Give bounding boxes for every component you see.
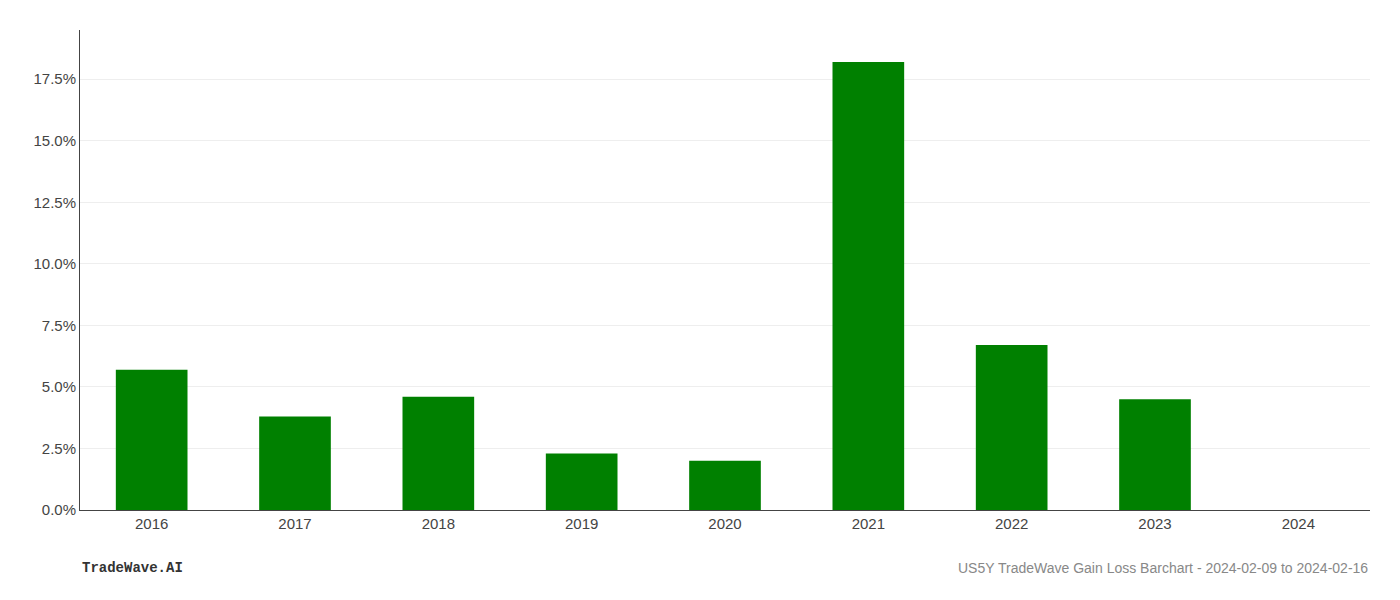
svg-text:2016: 2016 xyxy=(135,515,168,532)
svg-text:15.0%: 15.0% xyxy=(33,132,76,149)
svg-text:17.5%: 17.5% xyxy=(33,70,76,87)
svg-text:2021: 2021 xyxy=(852,515,885,532)
svg-text:2020: 2020 xyxy=(708,515,741,532)
svg-text:TradeWave.AI: TradeWave.AI xyxy=(82,560,183,576)
svg-text:0.0%: 0.0% xyxy=(42,501,76,518)
svg-text:US5Y TradeWave Gain Loss Barch: US5Y TradeWave Gain Loss Barchart - 2024… xyxy=(958,560,1368,576)
svg-text:5.0%: 5.0% xyxy=(42,378,76,395)
svg-text:2018: 2018 xyxy=(422,515,455,532)
svg-text:12.5%: 12.5% xyxy=(33,194,76,211)
svg-text:2023: 2023 xyxy=(1138,515,1171,532)
svg-text:2022: 2022 xyxy=(995,515,1028,532)
svg-text:2017: 2017 xyxy=(278,515,311,532)
svg-text:2.5%: 2.5% xyxy=(42,440,76,457)
svg-text:2019: 2019 xyxy=(565,515,598,532)
svg-text:2024: 2024 xyxy=(1282,515,1315,532)
svg-text:10.0%: 10.0% xyxy=(33,255,76,272)
svg-text:7.5%: 7.5% xyxy=(42,317,76,334)
